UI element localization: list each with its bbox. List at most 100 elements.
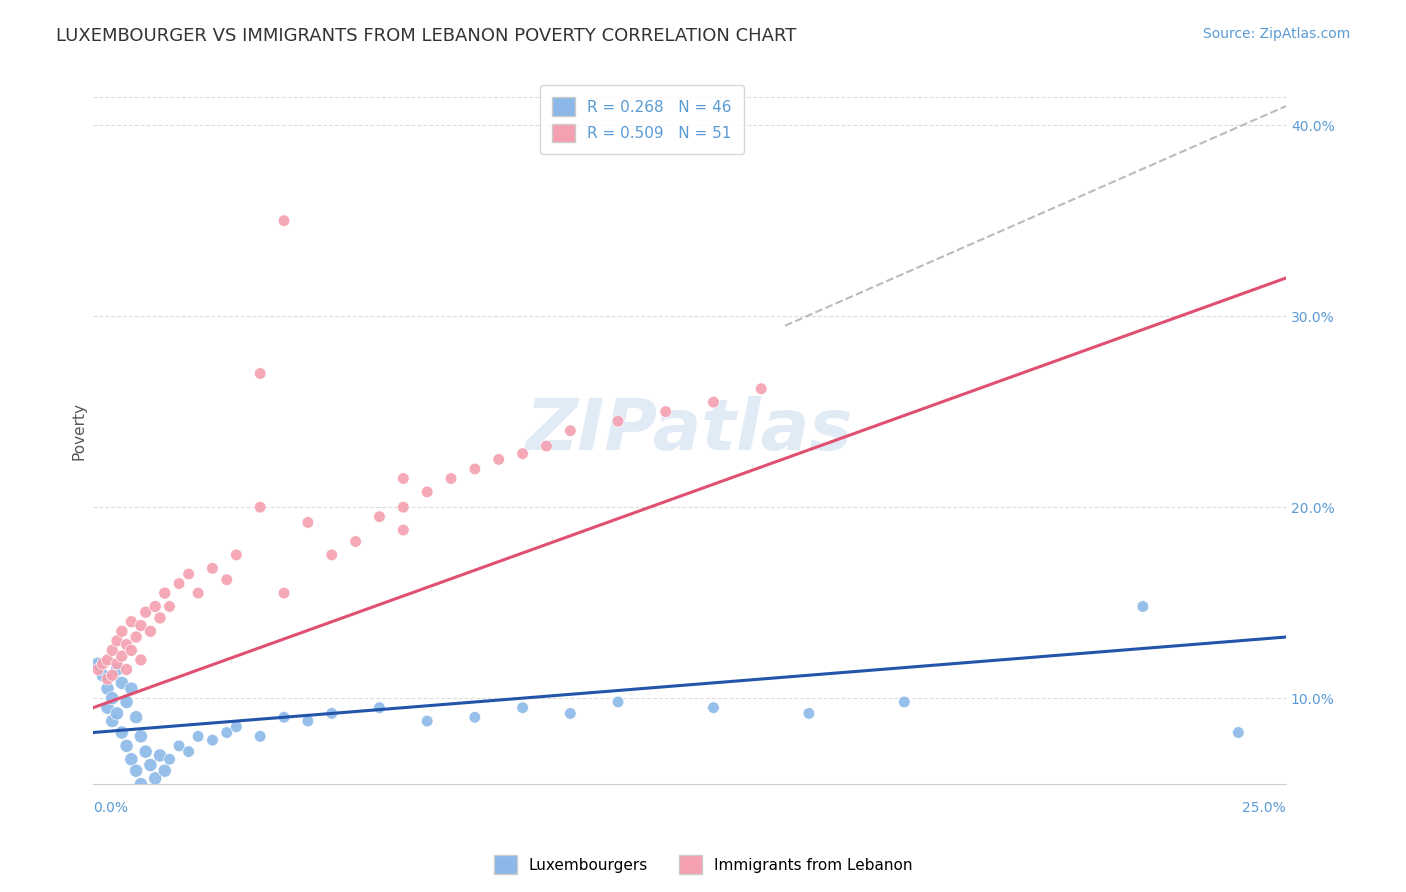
Legend: Luxembourgers, Immigrants from Lebanon: Luxembourgers, Immigrants from Lebanon <box>488 849 918 880</box>
Text: 25.0%: 25.0% <box>1243 801 1286 815</box>
Point <box>120 615 142 629</box>
Point <box>115 695 138 709</box>
Point <box>149 611 172 625</box>
Point <box>560 706 582 721</box>
Point <box>225 720 247 734</box>
Point <box>159 599 181 614</box>
Point <box>105 633 128 648</box>
Point <box>297 516 319 530</box>
Point <box>368 700 391 714</box>
Point <box>215 725 238 739</box>
Point <box>105 657 128 671</box>
Point <box>201 733 224 747</box>
Point <box>87 657 110 671</box>
Point <box>273 213 295 227</box>
Point <box>135 790 157 805</box>
Point <box>321 706 343 721</box>
Point <box>464 710 486 724</box>
Point <box>1227 725 1250 739</box>
Point <box>105 706 128 721</box>
Point <box>101 691 124 706</box>
Point <box>111 725 134 739</box>
Point <box>488 452 510 467</box>
Point <box>416 714 439 728</box>
Point <box>143 772 166 786</box>
Point <box>440 471 463 485</box>
Point <box>135 745 157 759</box>
Y-axis label: Poverty: Poverty <box>72 401 86 459</box>
Point <box>177 745 200 759</box>
Point <box>91 657 114 671</box>
Point <box>129 653 152 667</box>
Point <box>177 567 200 582</box>
Point <box>101 643 124 657</box>
Point <box>702 395 724 409</box>
Point <box>91 668 114 682</box>
Point <box>120 681 142 696</box>
Point <box>129 618 152 632</box>
Point <box>392 471 415 485</box>
Point <box>125 710 148 724</box>
Text: ZIPatlas: ZIPatlas <box>526 396 853 466</box>
Point <box>297 714 319 728</box>
Point <box>96 672 118 686</box>
Point <box>167 576 190 591</box>
Point <box>512 700 534 714</box>
Point <box>1132 599 1154 614</box>
Point <box>87 663 110 677</box>
Point <box>249 367 271 381</box>
Point <box>105 663 128 677</box>
Point <box>273 586 295 600</box>
Point <box>153 764 176 778</box>
Point <box>115 739 138 753</box>
Point <box>149 748 172 763</box>
Point <box>187 586 209 600</box>
Point <box>201 561 224 575</box>
Legend: R = 0.268   N = 46, R = 0.509   N = 51: R = 0.268 N = 46, R = 0.509 N = 51 <box>540 85 744 154</box>
Point <box>344 534 367 549</box>
Point <box>464 462 486 476</box>
Point <box>111 676 134 690</box>
Point <box>139 624 162 639</box>
Point <box>125 764 148 778</box>
Text: LUXEMBOURGER VS IMMIGRANTS FROM LEBANON POVERTY CORRELATION CHART: LUXEMBOURGER VS IMMIGRANTS FROM LEBANON … <box>56 27 797 45</box>
Point <box>153 586 176 600</box>
Point <box>215 573 238 587</box>
Text: Source: ZipAtlas.com: Source: ZipAtlas.com <box>1202 27 1350 41</box>
Point <box>416 484 439 499</box>
Point <box>125 630 148 644</box>
Point <box>368 509 391 524</box>
Point <box>143 599 166 614</box>
Point <box>101 714 124 728</box>
Point <box>96 700 118 714</box>
Point <box>159 752 181 766</box>
Point <box>797 706 820 721</box>
Point <box>225 548 247 562</box>
Point <box>655 405 678 419</box>
Point <box>392 500 415 515</box>
Point <box>607 695 630 709</box>
Point <box>749 382 772 396</box>
Point <box>249 500 271 515</box>
Point <box>273 710 295 724</box>
Point <box>167 739 190 753</box>
Point <box>560 424 582 438</box>
Point <box>96 681 118 696</box>
Point <box>96 653 118 667</box>
Point <box>129 777 152 791</box>
Point <box>249 729 271 743</box>
Point <box>135 605 157 619</box>
Point <box>120 643 142 657</box>
Point <box>321 548 343 562</box>
Point <box>129 729 152 743</box>
Text: 0.0%: 0.0% <box>93 801 128 815</box>
Point <box>187 729 209 743</box>
Point <box>392 523 415 537</box>
Point <box>115 638 138 652</box>
Point <box>139 758 162 772</box>
Point <box>702 700 724 714</box>
Point <box>120 752 142 766</box>
Point <box>111 624 134 639</box>
Point <box>536 439 558 453</box>
Point <box>893 695 915 709</box>
